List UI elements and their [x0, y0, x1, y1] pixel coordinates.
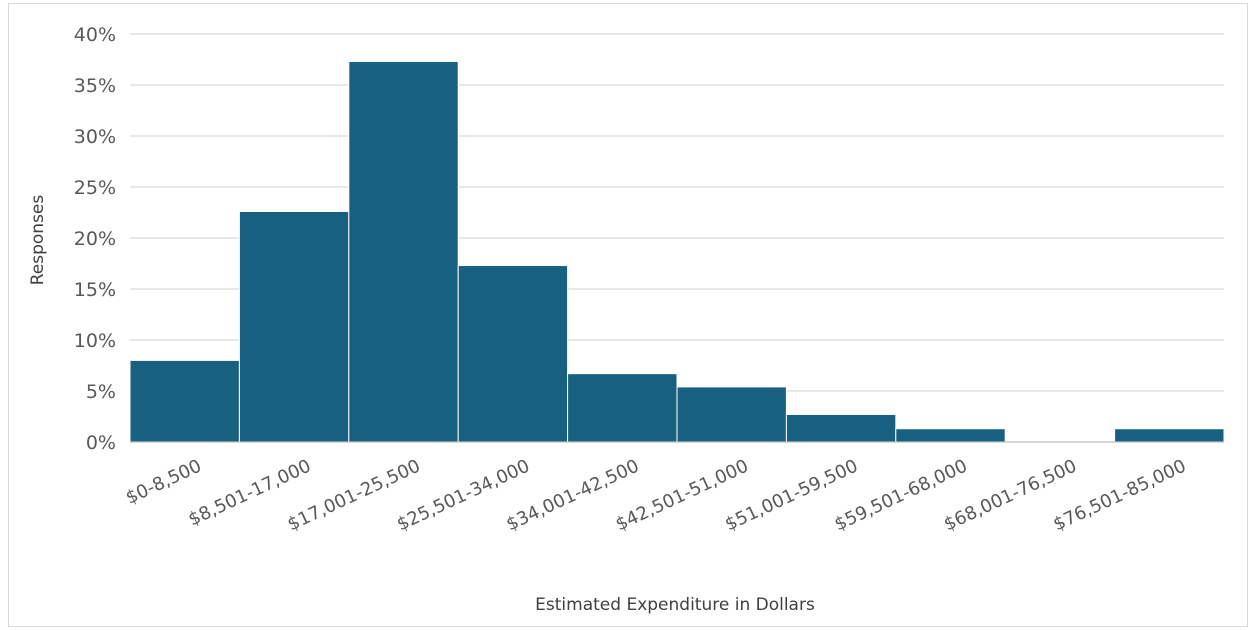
y-tick-label: 35%: [74, 75, 116, 97]
histogram-bar: [129, 359, 240, 443]
histogram-bar: [348, 61, 459, 443]
y-tick-label: 5%: [86, 381, 116, 403]
x-tick-labels: $0-8,500$8,501-17,000$17,001-25,500$25,5…: [123, 455, 1190, 535]
y-axis-title: Responses: [28, 195, 48, 286]
y-tick-label: 0%: [86, 432, 116, 454]
y-tick-label: 10%: [74, 330, 116, 352]
histogram-bar: [567, 373, 678, 443]
bars: [129, 61, 1225, 443]
histogram-bar: [895, 428, 1006, 443]
histogram-bar: [238, 210, 350, 443]
histogram-bar: [785, 413, 897, 443]
histogram-bar: [1114, 428, 1225, 443]
x-axis-title: Estimated Expenditure in Dollars: [535, 595, 815, 615]
y-tick-label: 15%: [74, 279, 116, 301]
histogram-bar: [457, 265, 569, 443]
histogram-bar: [676, 386, 787, 443]
y-tick-labels: 0% 5% 10% 15% 20% 25% 30% 35% 40%: [74, 24, 116, 454]
y-tick-label: 25%: [74, 177, 116, 199]
y-tick-label: 20%: [74, 228, 116, 250]
y-tick-label: 40%: [74, 24, 116, 46]
y-tick-label: 30%: [74, 126, 116, 148]
chart-frame: [8, 3, 1248, 627]
x-tick-label: $0-8,500: [123, 455, 205, 508]
